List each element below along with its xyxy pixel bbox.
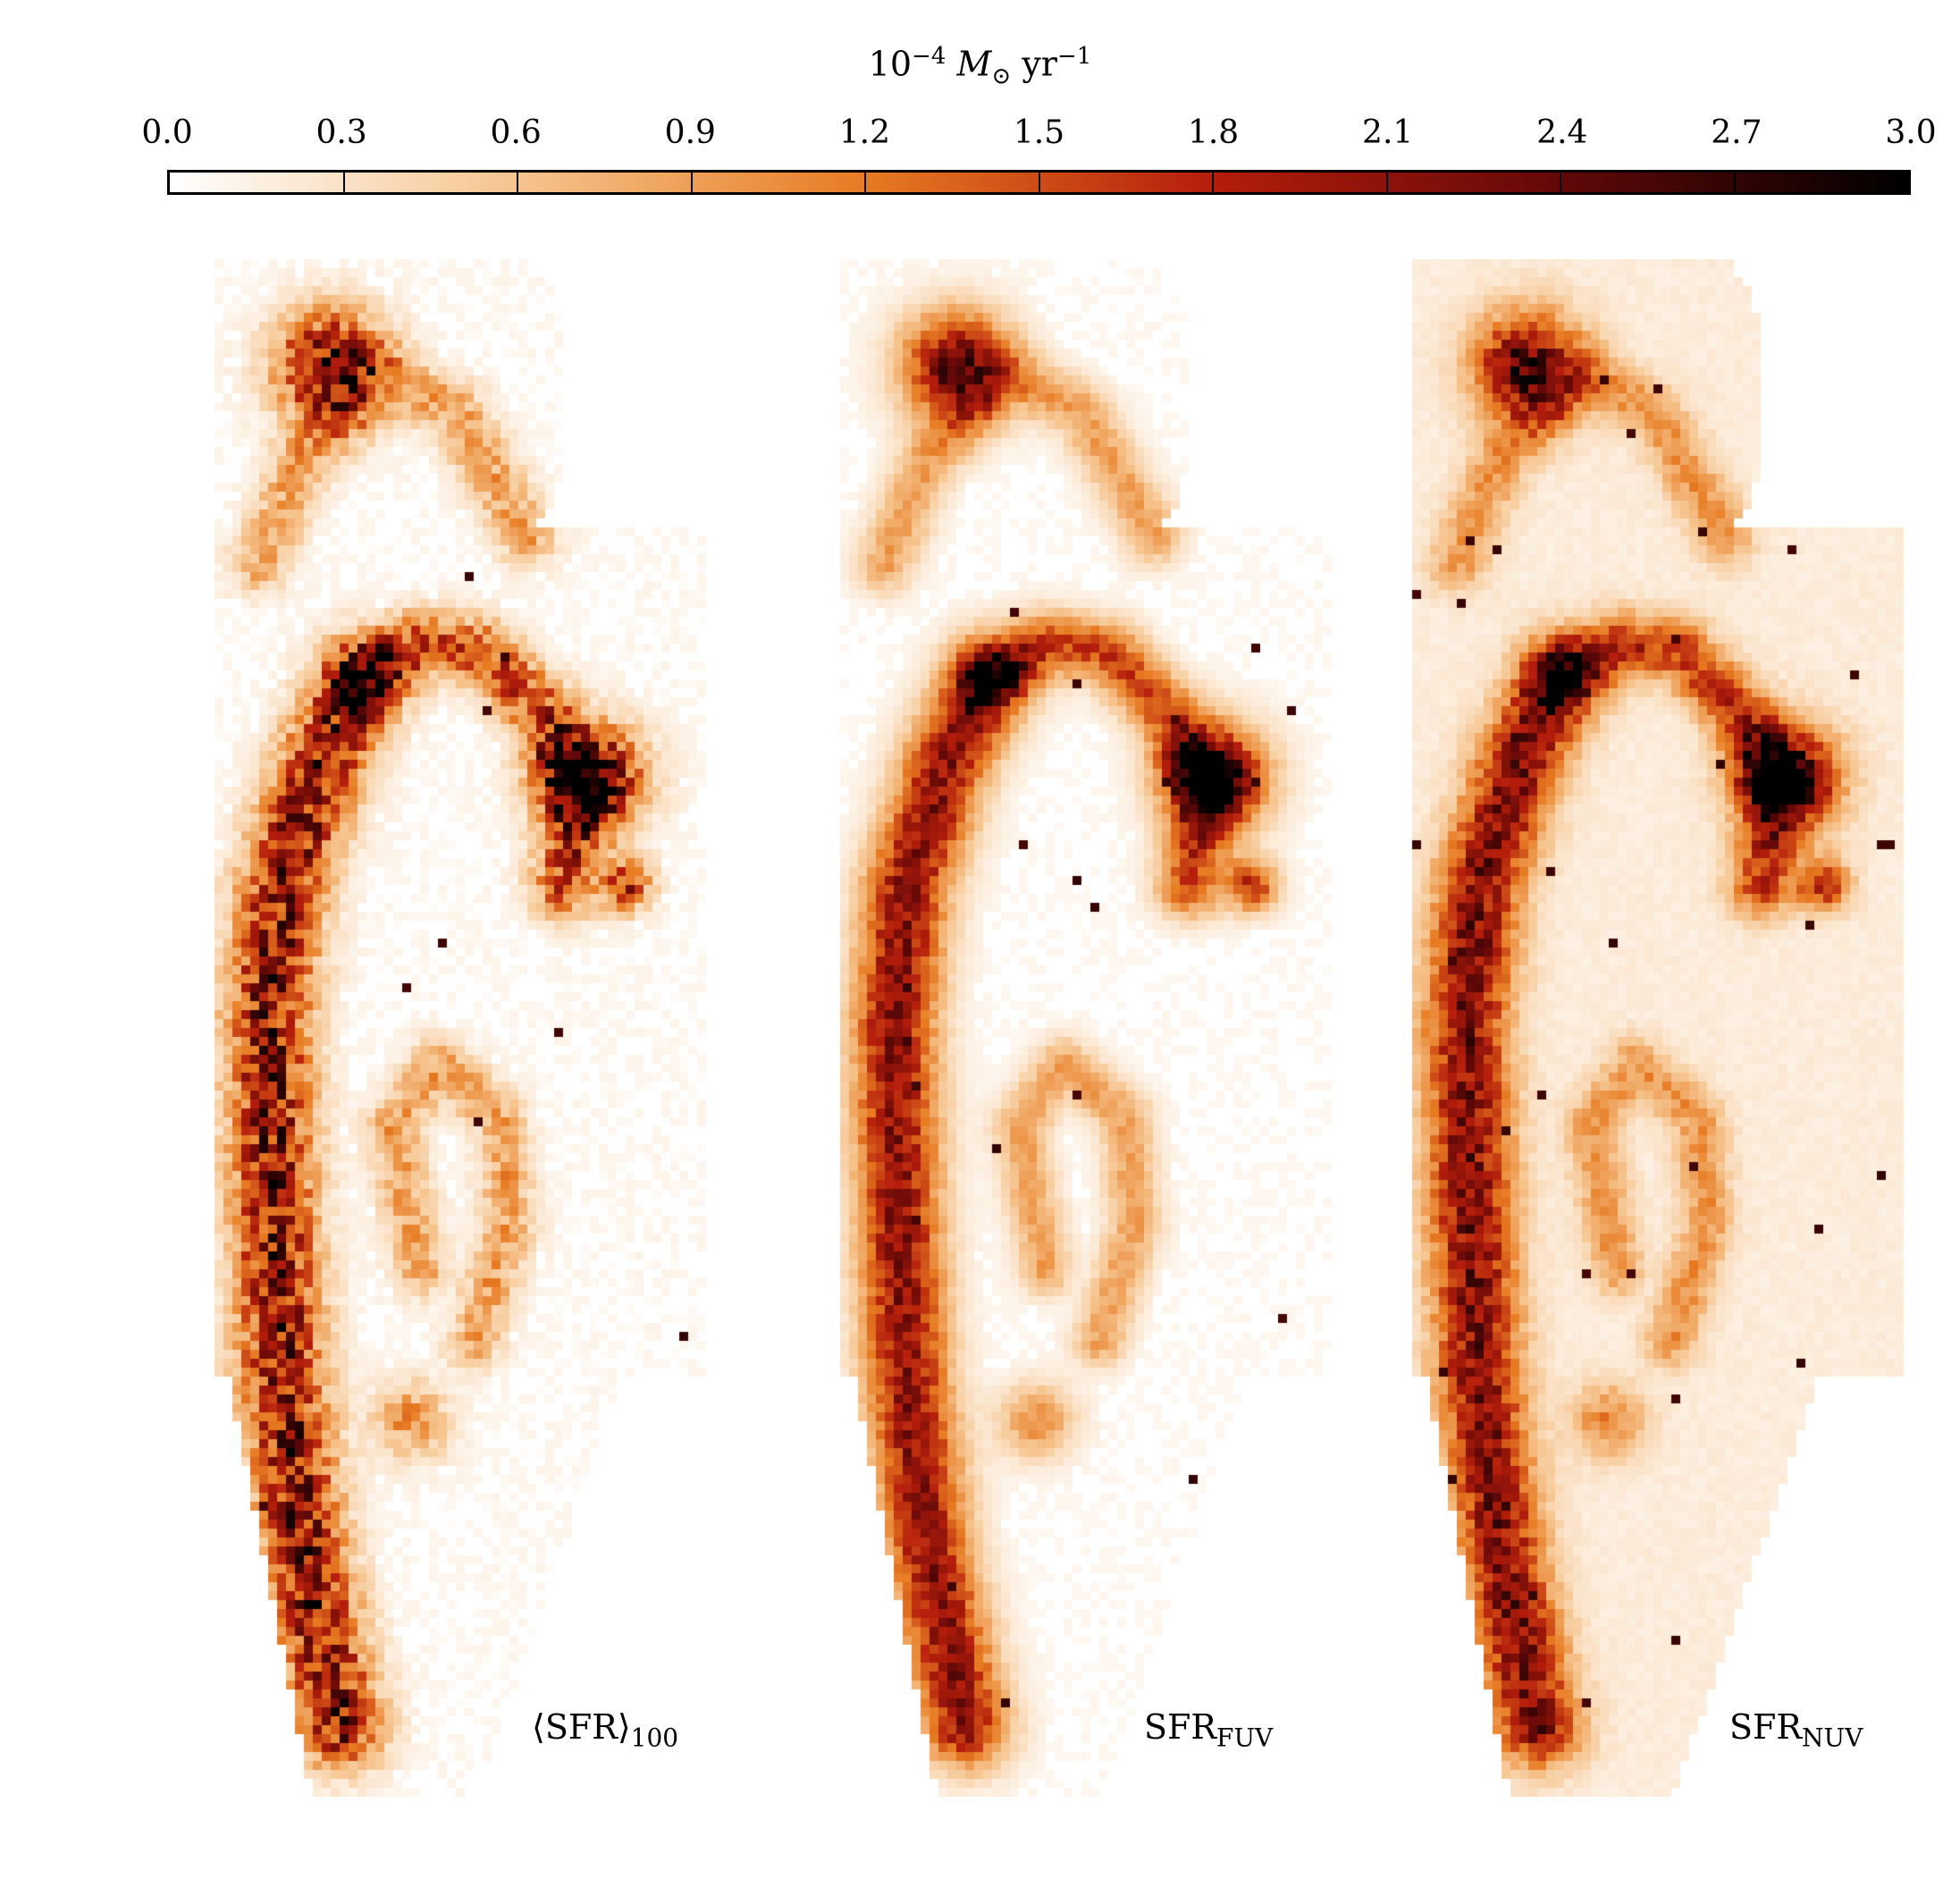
colorbar-title: 10−4 M⊙ yr−1	[868, 43, 1092, 90]
colorbar-tick-label: 3.0	[1885, 114, 1937, 151]
colorbar-tick	[1560, 181, 1561, 192]
colorbar-tick	[864, 181, 866, 192]
colorbar-tick-label: 2.7	[1711, 114, 1762, 151]
colorbar-tick	[517, 173, 518, 183]
colorbar-tick-label: 0.0	[141, 114, 193, 151]
colorbar-tick	[1212, 181, 1214, 192]
colorbar-tick	[1733, 181, 1736, 192]
colorbar-tick	[1560, 173, 1561, 183]
map-panel-nuv: SFRNUV	[1403, 259, 1939, 1797]
fuv-map	[831, 259, 1367, 1797]
colorbar-tick-label: 1.8	[1187, 114, 1240, 151]
colorbar-tick	[1733, 173, 1736, 183]
colorbar-tick-label: 2.4	[1536, 114, 1588, 151]
panel-label-sfr100: ⟨SFR⟩100	[532, 1707, 679, 1753]
colorbar-tick	[1038, 173, 1040, 183]
colorbar-tick	[1385, 173, 1388, 183]
colorbar-tick-label: 0.3	[315, 114, 367, 151]
colorbar-tick	[690, 173, 693, 183]
colorbar-tick	[342, 173, 345, 183]
colorbar	[167, 170, 1911, 195]
panel-label-nuv: SFRNUV	[1729, 1707, 1863, 1753]
colorbar-tick	[517, 181, 518, 192]
colorbar-tick	[1212, 173, 1214, 183]
colorbar-tick-label: 2.1	[1362, 114, 1414, 151]
colorbar-tick-label: 0.9	[664, 114, 716, 151]
panel-label-fuv: SFRFUV	[1144, 1707, 1274, 1753]
colorbar-tick-label: 0.6	[490, 114, 542, 151]
colorbar-tick-label: 1.2	[838, 114, 891, 151]
colorbar-tick	[1385, 181, 1388, 192]
colorbar-tick	[690, 181, 693, 192]
colorbar-tick	[342, 181, 345, 192]
map-panel-sfr100: ⟨SFR⟩100	[206, 259, 742, 1797]
colorbar-tick	[1038, 181, 1040, 192]
nuv-map	[1403, 259, 1939, 1797]
sfr100-map	[206, 259, 742, 1797]
colorbar-tick-label: 1.5	[1013, 114, 1065, 151]
map-panel-fuv: SFRFUV	[831, 259, 1367, 1797]
colorbar-tick	[864, 173, 866, 183]
